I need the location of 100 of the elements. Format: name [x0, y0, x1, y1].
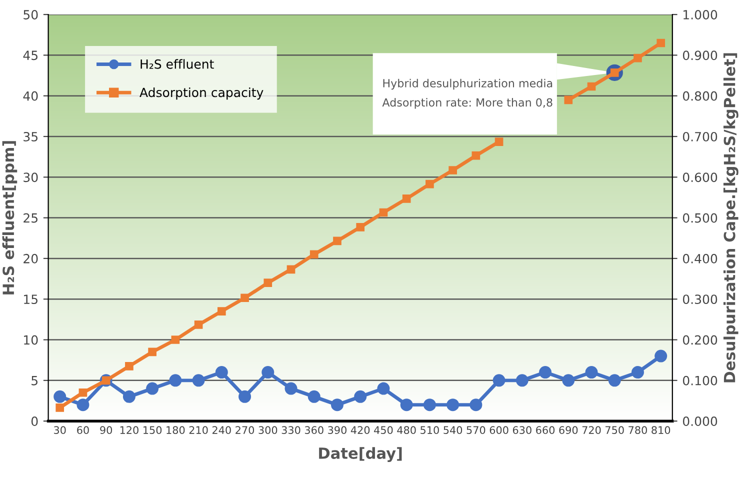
point	[146, 382, 159, 395]
point	[379, 208, 388, 217]
y-tick-label: 40	[23, 91, 38, 101]
point	[377, 382, 390, 395]
point	[240, 294, 249, 302]
point	[634, 54, 642, 62]
annotation: Hybrid desulphurization media Adsorption rate: More than 0,8	[382, 78, 552, 109]
point	[169, 374, 182, 387]
y-tick-label: 5	[32, 376, 38, 386]
point	[654, 350, 668, 362]
point	[238, 390, 252, 403]
y2-axis-title: Desulpurization Cape.[kgH₂S/kgPellet]	[723, 53, 738, 382]
y2-tick-label: 0.400	[682, 254, 718, 264]
point	[472, 151, 480, 160]
y-tick-label: 15	[24, 294, 38, 304]
x-tick-label: 300	[258, 426, 278, 434]
point	[631, 366, 644, 379]
point	[308, 390, 320, 403]
point	[470, 398, 482, 412]
point	[564, 96, 573, 104]
point	[516, 374, 528, 387]
x-tick-label: 330	[282, 426, 300, 434]
legend-label: H₂S effluent	[140, 59, 214, 69]
x-tick-label: 690	[559, 426, 578, 434]
point	[585, 366, 598, 379]
point	[426, 180, 434, 188]
y2-tick-label: 1.000	[684, 10, 718, 20]
x-tick-label: 480	[397, 426, 416, 434]
x-tick-label: 120	[120, 426, 138, 434]
x-axis-title: Date[day]	[319, 447, 402, 462]
y-tick-label: 25	[24, 213, 38, 223]
point	[192, 374, 205, 387]
x-tick-label: 570	[466, 426, 486, 434]
point	[333, 236, 342, 246]
point	[76, 398, 90, 412]
point	[492, 374, 506, 387]
point	[78, 388, 88, 397]
x-tick-label: 390	[328, 426, 346, 434]
point	[656, 38, 666, 48]
point	[194, 320, 203, 329]
y-tick-label: 30	[24, 172, 38, 182]
x-tick-label: 150	[144, 426, 162, 434]
point	[215, 366, 228, 379]
x-tick-label: 270	[236, 426, 254, 434]
point	[494, 138, 504, 146]
point	[310, 250, 318, 259]
y-tick-label: 10	[24, 335, 38, 345]
point	[125, 362, 134, 370]
x-tick-label: 240	[212, 426, 231, 434]
x-tick-label: 600	[490, 426, 508, 434]
x-tick-label: 30	[54, 426, 66, 434]
point	[217, 307, 226, 316]
y-tick-label: 20	[24, 254, 38, 264]
y2-tick-label: 0.200	[682, 335, 718, 345]
x-tick-label: 180	[166, 426, 185, 434]
y2-tick-label: 0.800	[682, 91, 718, 101]
point	[539, 366, 552, 379]
y-tick-label: 35	[24, 132, 38, 142]
y2-tick-label: 0.900	[682, 50, 718, 60]
x-tick-label: 660	[536, 426, 555, 434]
y2-tick-label: 0.700	[682, 132, 718, 142]
y2-tick-label: 0.500	[682, 213, 718, 223]
point	[608, 374, 621, 387]
point	[122, 390, 136, 403]
point	[446, 398, 460, 412]
point	[400, 398, 413, 412]
x-tick-label: 810	[652, 426, 670, 434]
point	[330, 398, 344, 412]
point	[354, 390, 367, 403]
point	[562, 374, 575, 387]
x-tick-label: 60	[77, 426, 89, 434]
point	[171, 336, 180, 344]
y2-tick-label: 0.600	[682, 172, 718, 182]
point	[262, 366, 274, 379]
y-axis-title: H₂S effluent[ppm]	[2, 141, 18, 294]
point	[402, 194, 411, 203]
x-tick-label: 750	[606, 426, 624, 434]
point	[448, 166, 457, 174]
y2-tick-label: 0.300	[682, 294, 718, 304]
point	[54, 390, 66, 403]
x-tick-label: 510	[420, 426, 439, 434]
x-tick-label: 630	[512, 426, 532, 434]
point	[356, 222, 365, 232]
point	[264, 278, 272, 288]
x-tick-label: 210	[189, 426, 208, 434]
y-tick-label: 0	[31, 416, 38, 426]
point	[284, 382, 298, 395]
x-tick-label: 360	[304, 426, 324, 434]
y-tick-label: 50	[24, 10, 38, 20]
point	[423, 398, 436, 412]
y2-tick-label: 0.100	[682, 376, 718, 386]
x-tick-label: 450	[374, 426, 393, 434]
x-tick-label: 720	[582, 426, 601, 434]
x-tick-label: 780	[628, 426, 647, 434]
y-tick-label: 45	[23, 50, 38, 60]
x-tick-label: 540	[444, 426, 462, 434]
point	[587, 82, 596, 91]
point	[56, 403, 64, 412]
point	[148, 348, 156, 356]
point	[286, 265, 296, 274]
